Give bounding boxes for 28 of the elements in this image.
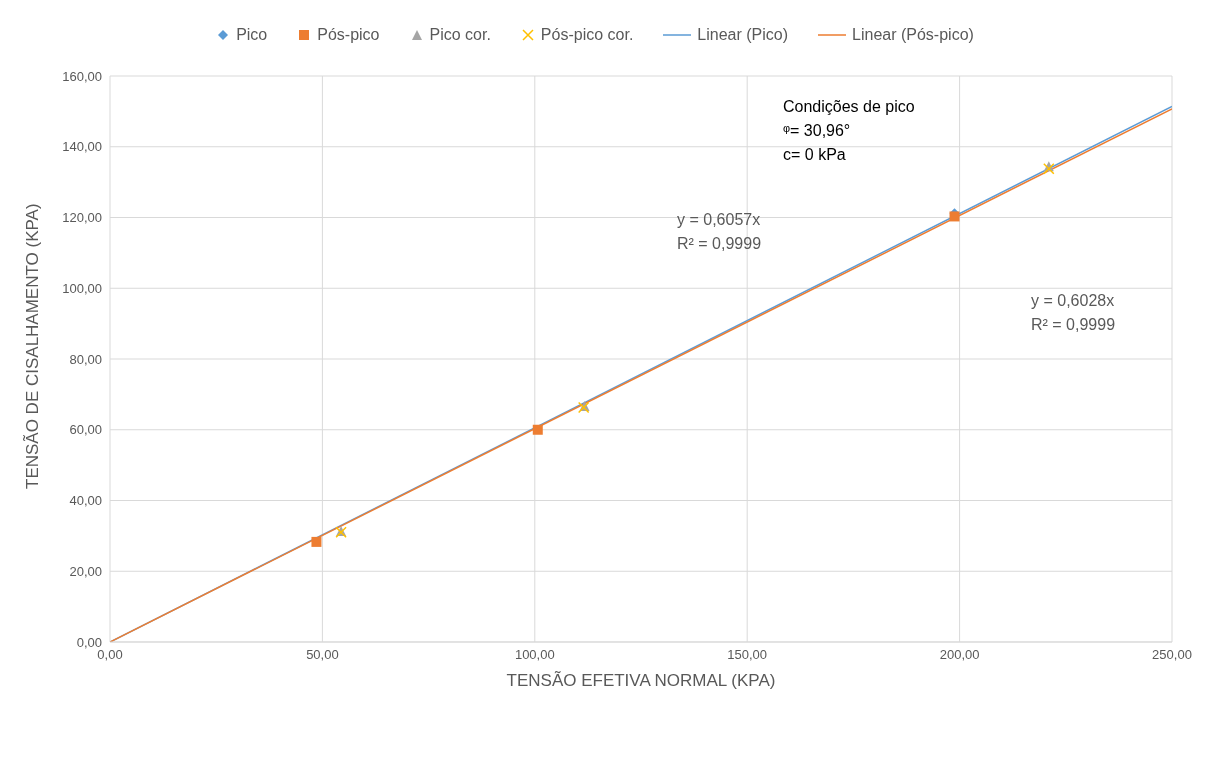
legend-label: Linear (Pós-pico)	[852, 26, 974, 44]
y-tick-label: 100,00	[62, 280, 102, 296]
annotation: y = 0,6028x R² = 0,9999	[1031, 291, 1116, 335]
y-tick-label: 80,00	[69, 351, 102, 367]
legend-label: Pico	[236, 26, 268, 44]
annotation: Condições de pico ᵠ= 30,96° c= 0 kPa	[783, 97, 915, 165]
point	[311, 536, 322, 547]
legend-label: Linear (Pico)	[697, 26, 789, 44]
y-tick-label: 60,00	[69, 422, 102, 438]
y-axis-title: TENSÃO DE CISALHAMENTO (KPA)	[23, 203, 43, 489]
y-tick-label: 120,00	[62, 210, 102, 226]
point	[532, 424, 543, 435]
x-tick-label: 150,00	[727, 647, 768, 663]
x-tick-label: 100,00	[514, 647, 555, 663]
legend-label: Pós-pico cor.	[540, 26, 634, 44]
y-tick-label: 140,00	[62, 139, 102, 155]
x-tick-label: 0,00	[97, 647, 123, 663]
annotation: y = 0,6057x R² = 0,9999	[677, 210, 762, 254]
x-axis-title: TENSÃO EFETIVA NORMAL (KPA)	[506, 671, 776, 690]
legend-label: Pico cor.	[429, 26, 491, 44]
x-tick-label: 200,00	[939, 647, 980, 663]
legend-label: Pós-pico	[317, 26, 380, 44]
y-tick-label: 40,00	[69, 493, 102, 509]
y-tick-label: 20,00	[69, 563, 102, 579]
y-tick-label: 160,00	[62, 68, 102, 84]
x-tick-label: 250,00	[1152, 647, 1192, 663]
y-tick-label: 0,00	[76, 634, 102, 650]
x-tick-label: 50,00	[306, 647, 339, 663]
